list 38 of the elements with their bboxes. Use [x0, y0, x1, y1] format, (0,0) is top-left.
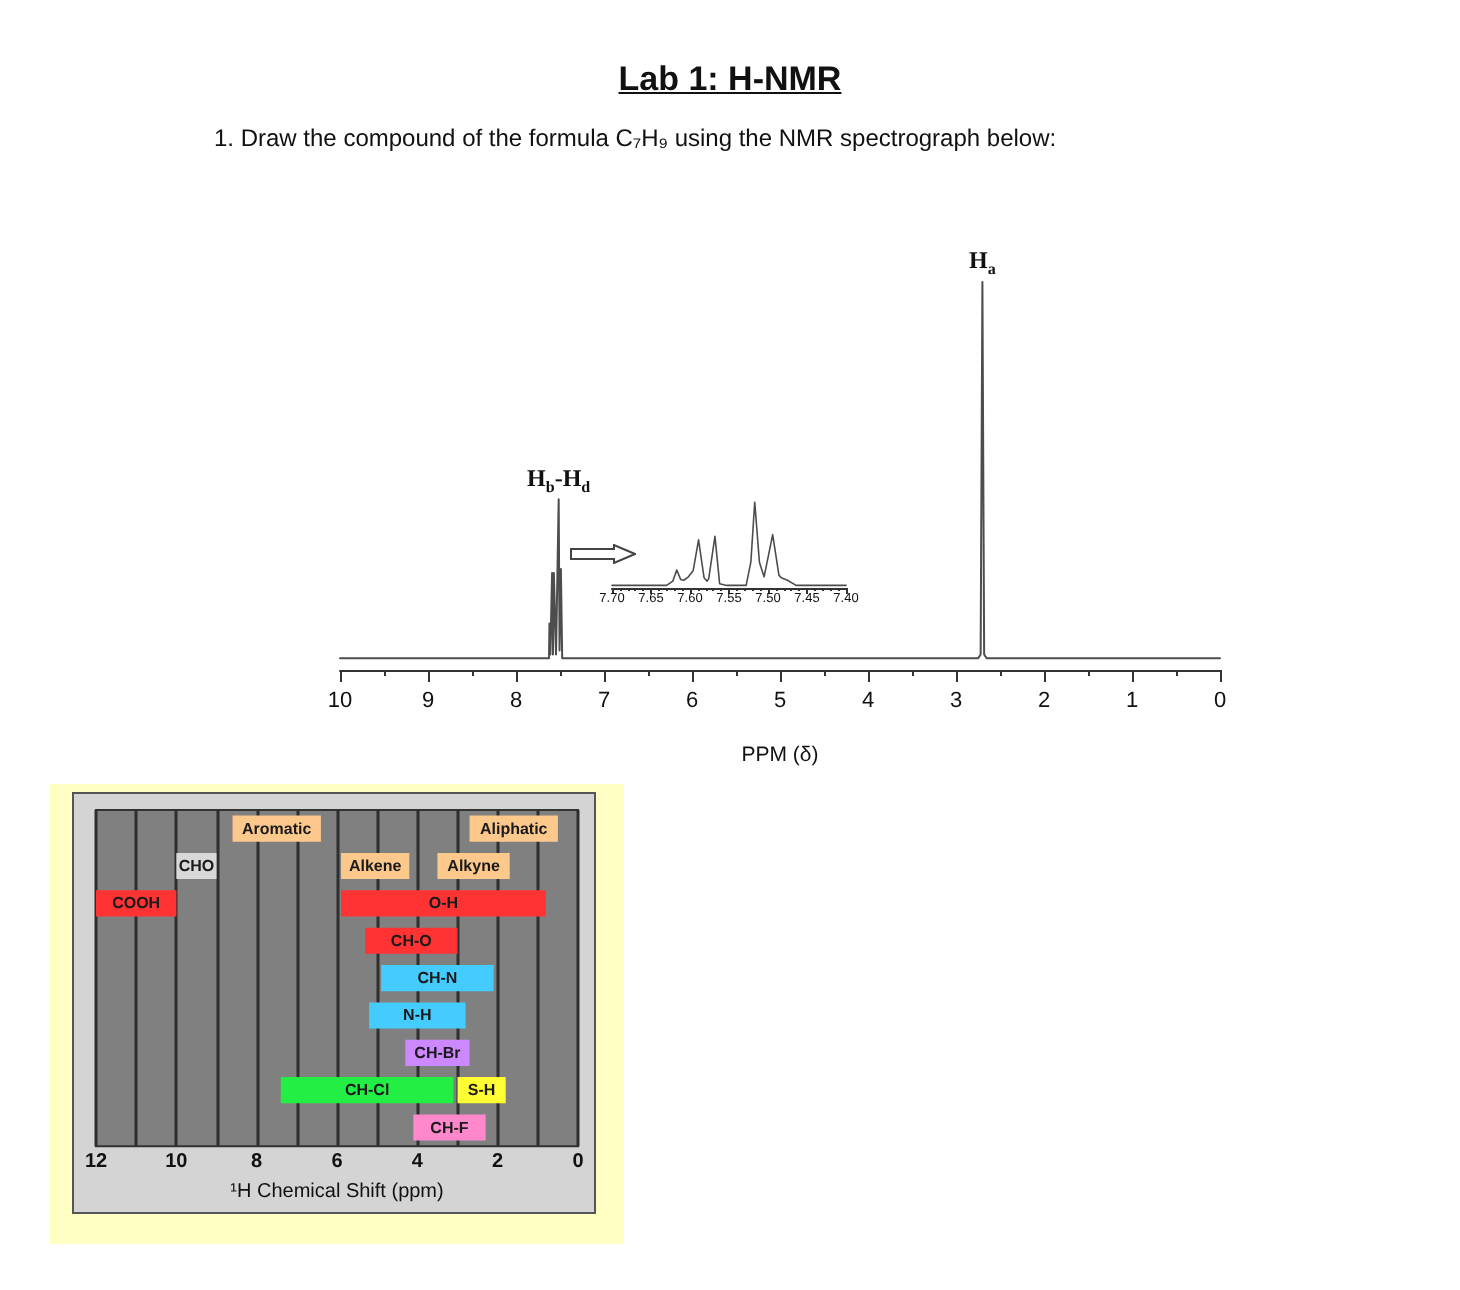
x-tick-label: 8: [509, 689, 523, 713]
x-tick-label: 0: [1213, 689, 1227, 713]
series-label: Alkene: [348, 857, 403, 876]
x-axis-title: ¹H Chemical Shift (ppm): [230, 1181, 444, 1203]
annotation: H$_{b}$-H$_{d}$: [527, 462, 591, 498]
series-label: CH-Br: [414, 1043, 461, 1062]
x-tick-label: 6: [331, 1151, 344, 1174]
x-tick-label: 10: [327, 689, 353, 713]
series-label: Aromatic: [242, 819, 313, 838]
x-tick-label: 12: [84, 1151, 108, 1174]
series-label: CH-F: [430, 1118, 469, 1137]
x-tick-label: 4: [411, 1151, 424, 1174]
series-label: N-H: [403, 1006, 432, 1025]
series-label: COOH: [112, 894, 161, 913]
x-tick-label: 2: [1037, 689, 1051, 713]
series-label: S-H: [467, 1081, 496, 1100]
x-axis-title: PPM (δ): [741, 743, 819, 767]
x-tick-label: 5: [773, 689, 787, 713]
series-label: CH-O: [390, 931, 432, 950]
series-label: CHO: [178, 857, 215, 876]
x-tick-label: 0: [572, 1151, 585, 1174]
series-label: CH-N: [417, 969, 458, 988]
series-label: O-H: [428, 894, 459, 913]
chart-subtitle: 1. Draw the compound of the formula C₇H₉ using the NMR spectrograph below:: [214, 124, 1057, 152]
x-tick-label: 4: [861, 689, 875, 713]
x-tick-label: 2: [492, 1151, 505, 1174]
x-tick-label: 8: [251, 1151, 264, 1174]
x-tick-label: 1: [1125, 689, 1139, 713]
x-tick-label: 6: [685, 689, 699, 713]
x-tick-label: 3: [949, 689, 963, 713]
series-label: CH-Cl: [344, 1081, 390, 1100]
x-tick-label: 9: [421, 689, 435, 713]
series-label: Aliphatic: [479, 819, 549, 838]
annotation: H$_{a}$: [969, 245, 996, 280]
x-tick-label: 10: [165, 1151, 189, 1174]
x-tick-label: 7: [597, 689, 611, 713]
chart-title: Lab 1: H-NMR: [616, 60, 844, 100]
series-label: Alkyne: [447, 857, 501, 876]
